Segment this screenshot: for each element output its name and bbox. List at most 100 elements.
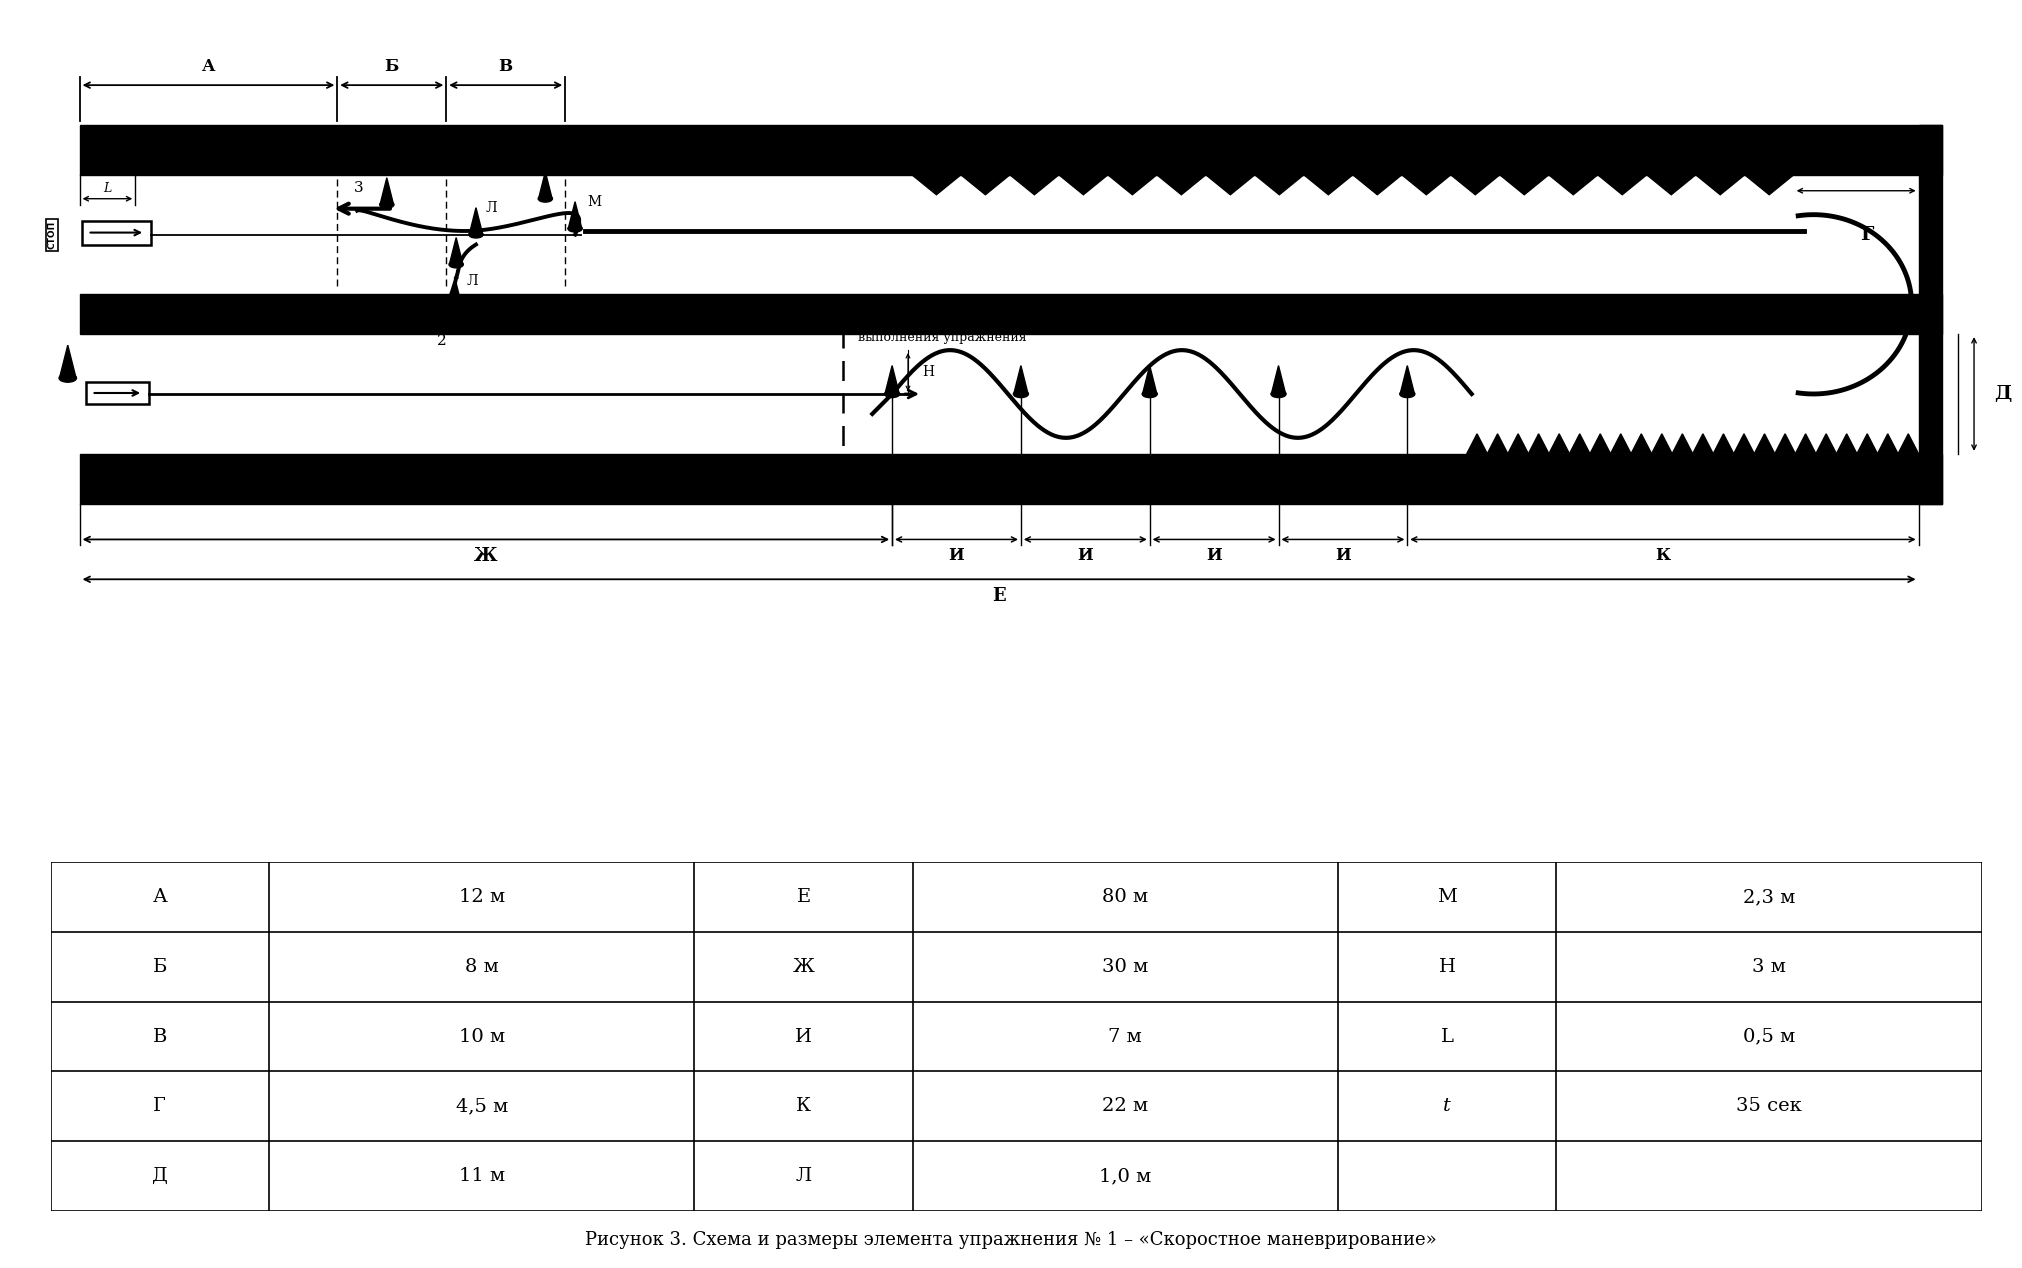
Bar [79, 294, 1943, 335]
Polygon shape [1466, 434, 1488, 454]
Polygon shape [59, 345, 77, 378]
Text: И: И [948, 548, 964, 564]
Text: 2: 2 [437, 335, 447, 349]
Ellipse shape [59, 374, 77, 382]
Polygon shape [1009, 175, 1060, 195]
Ellipse shape [469, 231, 483, 238]
Text: А: А [202, 58, 214, 75]
Polygon shape [1157, 175, 1205, 195]
Text: 1,0 м: 1,0 м [1100, 1167, 1151, 1186]
Text: 8 м: 8 м [465, 957, 499, 976]
Polygon shape [1733, 434, 1755, 454]
Text: выполнения упражнения: выполнения упражнения [859, 331, 1027, 344]
Text: СТОП: СТОП [47, 221, 57, 249]
Bar [79, 454, 1943, 503]
Polygon shape [1696, 175, 1745, 195]
Bar [85, 382, 150, 404]
Polygon shape [1745, 175, 1794, 195]
Polygon shape [1672, 434, 1692, 454]
Text: К: К [797, 1097, 811, 1116]
Polygon shape [1755, 434, 1775, 454]
Text: 7 м: 7 м [1108, 1027, 1142, 1046]
Text: И: И [1207, 548, 1221, 564]
Text: L: L [1442, 1027, 1454, 1046]
Text: t: t [1444, 1097, 1452, 1116]
Polygon shape [1856, 434, 1878, 454]
Bar [1919, 126, 1943, 503]
Text: Е: Е [993, 587, 1005, 605]
Polygon shape [1013, 365, 1027, 394]
Ellipse shape [380, 202, 394, 208]
Bar [81, 221, 152, 245]
Ellipse shape [1142, 391, 1157, 398]
Text: 10 м: 10 м [459, 1027, 506, 1046]
Text: И: И [1335, 548, 1351, 564]
Text: 3: 3 [354, 181, 364, 195]
Polygon shape [1060, 175, 1108, 195]
Ellipse shape [884, 391, 900, 398]
Polygon shape [1529, 434, 1549, 454]
Polygon shape [1488, 434, 1508, 454]
Polygon shape [1836, 434, 1856, 454]
Text: В: В [154, 1027, 168, 1046]
Ellipse shape [1272, 391, 1286, 398]
Polygon shape [1646, 175, 1696, 195]
Polygon shape [1508, 434, 1529, 454]
Polygon shape [1108, 175, 1157, 195]
Bar [79, 126, 1943, 175]
Text: Д: Д [152, 1167, 168, 1186]
Text: К: К [1656, 548, 1670, 564]
Text: Н: Н [922, 365, 934, 379]
Polygon shape [449, 284, 463, 311]
Polygon shape [1399, 365, 1415, 394]
Polygon shape [538, 172, 552, 199]
Text: И: И [1078, 548, 1094, 564]
Text: линия начала: линия начала [859, 311, 950, 325]
Text: Н: Н [1440, 957, 1456, 976]
Polygon shape [1500, 175, 1549, 195]
Text: Е: Е [797, 888, 811, 907]
Polygon shape [1652, 434, 1672, 454]
Text: Б: Б [384, 58, 398, 75]
Polygon shape [449, 237, 463, 265]
Polygon shape [1597, 175, 1646, 195]
Polygon shape [1142, 365, 1157, 394]
Polygon shape [1549, 175, 1597, 195]
Text: 30 м: 30 м [1102, 957, 1148, 976]
Text: М: М [588, 195, 603, 209]
Polygon shape [1256, 175, 1304, 195]
Text: Л: Л [795, 1167, 811, 1186]
Polygon shape [1713, 434, 1733, 454]
Ellipse shape [1013, 391, 1029, 398]
Text: Ж: Ж [793, 957, 815, 976]
Polygon shape [1569, 434, 1589, 454]
Polygon shape [1692, 434, 1713, 454]
Text: 3 м: 3 м [1753, 957, 1785, 976]
Ellipse shape [449, 261, 463, 268]
Text: 80 м: 80 м [1102, 888, 1148, 907]
Text: 2,3 м: 2,3 м [1743, 888, 1796, 907]
Polygon shape [1610, 434, 1632, 454]
Ellipse shape [449, 307, 463, 313]
Polygon shape [1401, 175, 1452, 195]
Ellipse shape [538, 195, 552, 202]
Text: А: А [152, 888, 168, 907]
Polygon shape [1549, 434, 1569, 454]
Polygon shape [1816, 434, 1836, 454]
Text: И: И [795, 1027, 813, 1046]
Polygon shape [1353, 175, 1401, 195]
Polygon shape [1452, 175, 1500, 195]
Polygon shape [1899, 434, 1919, 454]
Text: L: L [103, 181, 111, 195]
Ellipse shape [568, 226, 582, 232]
Polygon shape [1632, 434, 1652, 454]
Ellipse shape [1399, 391, 1415, 398]
Polygon shape [886, 365, 900, 394]
Text: Рисунок 3. Схема и размеры элемента упражнения № 1 – «Скоростное маневрирование»: Рисунок 3. Схема и размеры элемента упра… [584, 1231, 1438, 1249]
Text: Ж: Ж [473, 548, 497, 566]
Text: Д: Д [1994, 385, 2012, 403]
Text: Г: Г [1860, 226, 1874, 243]
Polygon shape [1304, 175, 1353, 195]
Polygon shape [1796, 434, 1816, 454]
Polygon shape [469, 208, 483, 235]
